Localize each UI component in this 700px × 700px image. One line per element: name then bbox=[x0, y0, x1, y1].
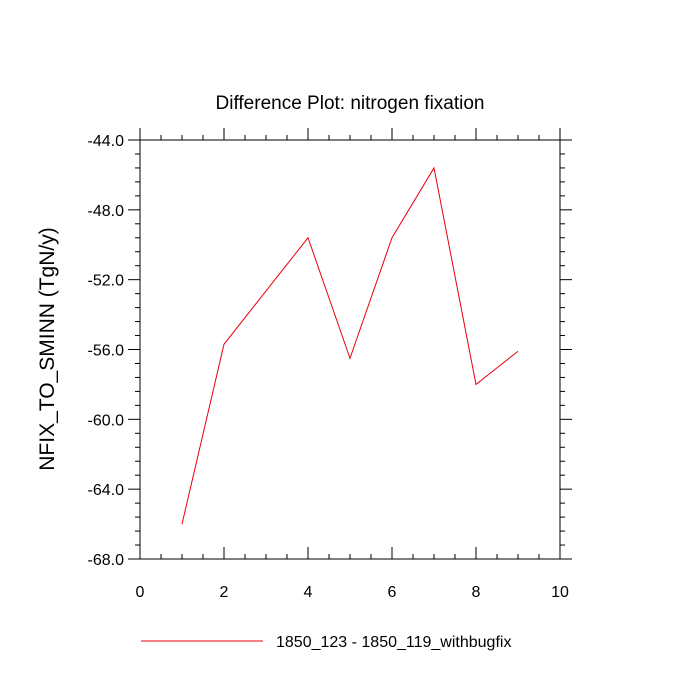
plot-frame bbox=[139, 139, 561, 560]
x-tick-label: 8 bbox=[472, 584, 481, 601]
series-line bbox=[181, 166, 519, 525]
axis-ticks: 0 2 4 6 8 10 -68.0 -64.0 -60.0 -56.0 -52.0 -48.0 -44… bbox=[88, 128, 572, 601]
y-axis-label: NFIX_TO_SMINN (TgN/y) bbox=[36, 227, 59, 470]
x-tick-label: 6 bbox=[388, 584, 397, 601]
y-tick-label: -68.0 bbox=[88, 552, 125, 569]
x-tick-label: 4 bbox=[304, 584, 313, 601]
series-lines bbox=[181, 166, 519, 525]
y-tick-label: -56.0 bbox=[88, 343, 125, 360]
y-tick-label: -52.0 bbox=[88, 273, 125, 290]
y-tick-label: -64.0 bbox=[88, 482, 125, 499]
legend-label: 1850_123 - 1850_119_withbugfix bbox=[276, 634, 511, 651]
x-tick-label: 0 bbox=[136, 584, 145, 601]
y-tick-label: -48.0 bbox=[88, 203, 125, 220]
x-tick-label: 2 bbox=[220, 584, 229, 601]
x-tick-label: 10 bbox=[551, 584, 569, 601]
chart-title: Difference Plot: nitrogen fixation bbox=[216, 93, 485, 114]
y-tick-label: -60.0 bbox=[88, 412, 125, 429]
y-tick-label: -44.0 bbox=[88, 133, 125, 150]
